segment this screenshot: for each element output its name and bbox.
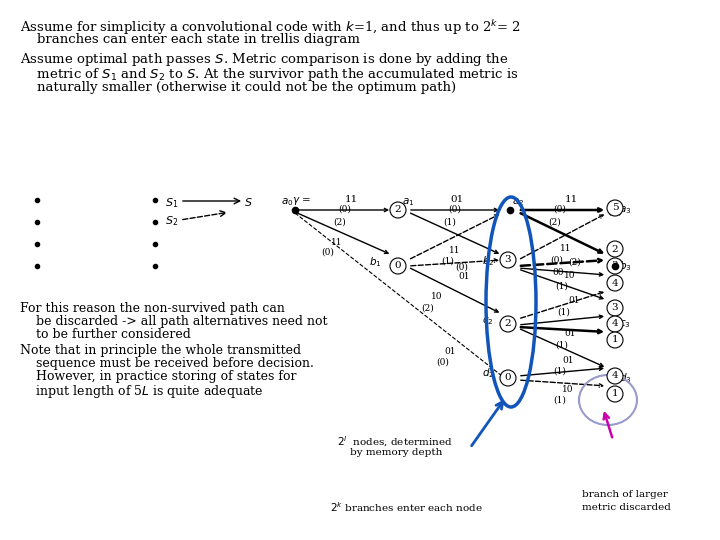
Text: 01: 01 bbox=[568, 296, 580, 305]
Text: (2): (2) bbox=[549, 218, 562, 227]
Text: 01: 01 bbox=[450, 195, 463, 204]
Circle shape bbox=[500, 252, 516, 268]
Text: 10: 10 bbox=[564, 271, 576, 280]
Text: $b_3$: $b_3$ bbox=[619, 259, 631, 273]
Text: $a_3$: $a_3$ bbox=[619, 204, 631, 216]
Text: $2^l$  nodes, determined: $2^l$ nodes, determined bbox=[337, 435, 453, 449]
Text: sequence must be received before decision.: sequence must be received before decisio… bbox=[20, 357, 314, 370]
Text: 10: 10 bbox=[562, 385, 574, 394]
Text: to be further considered: to be further considered bbox=[20, 328, 191, 341]
Text: $\gamma$ =: $\gamma$ = bbox=[292, 195, 311, 207]
Text: (0): (0) bbox=[338, 205, 351, 214]
Circle shape bbox=[607, 368, 623, 384]
Text: $S_2$: $S_2$ bbox=[165, 214, 179, 228]
Text: metric of $S_1$ and $S_2$ to $S$. At the survivor path the accumulated metric is: metric of $S_1$ and $S_2$ to $S$. At the… bbox=[20, 66, 518, 83]
Text: by memory depth: by memory depth bbox=[337, 448, 442, 457]
Text: However, in practice storing of states for: However, in practice storing of states f… bbox=[20, 370, 297, 383]
Circle shape bbox=[607, 300, 623, 316]
Text: $b_1$: $b_1$ bbox=[369, 255, 382, 269]
Text: For this reason the non-survived path can: For this reason the non-survived path ca… bbox=[20, 302, 285, 315]
Text: 00: 00 bbox=[552, 268, 564, 277]
Circle shape bbox=[390, 202, 406, 218]
Text: be discarded -> all path alternatives need not: be discarded -> all path alternatives ne… bbox=[20, 315, 328, 328]
Text: 2: 2 bbox=[505, 320, 511, 328]
Text: 01: 01 bbox=[444, 347, 456, 356]
Text: (0): (0) bbox=[449, 205, 462, 214]
Text: 1: 1 bbox=[612, 389, 618, 399]
Text: $S$: $S$ bbox=[244, 196, 253, 208]
Text: (0): (0) bbox=[322, 248, 334, 257]
Text: $a_1$: $a_1$ bbox=[402, 196, 414, 208]
Text: 2: 2 bbox=[395, 206, 401, 214]
Text: $a_0$: $a_0$ bbox=[281, 196, 293, 208]
Text: (0): (0) bbox=[436, 358, 449, 367]
Text: 1: 1 bbox=[612, 335, 618, 345]
Text: (2): (2) bbox=[422, 304, 434, 313]
Text: (1): (1) bbox=[441, 257, 454, 266]
Text: 11: 11 bbox=[449, 246, 461, 255]
Text: (1): (1) bbox=[554, 396, 567, 405]
Text: 11: 11 bbox=[565, 195, 578, 204]
Text: 0: 0 bbox=[505, 374, 511, 382]
Circle shape bbox=[607, 316, 623, 332]
Text: $S_1$: $S_1$ bbox=[165, 196, 179, 210]
Circle shape bbox=[607, 386, 623, 402]
Text: (1): (1) bbox=[444, 218, 456, 227]
Circle shape bbox=[607, 275, 623, 291]
Text: 3: 3 bbox=[505, 255, 511, 265]
Text: (2): (2) bbox=[333, 218, 346, 227]
Circle shape bbox=[390, 258, 406, 274]
Text: naturally smaller (otherwise it could not be the optimum path): naturally smaller (otherwise it could no… bbox=[20, 81, 456, 94]
Text: 2: 2 bbox=[612, 245, 618, 253]
Text: (0): (0) bbox=[551, 256, 564, 265]
Text: (0): (0) bbox=[554, 205, 567, 214]
Text: 01: 01 bbox=[458, 272, 469, 281]
Text: Assume optimal path passes $S$. Metric comparison is done by adding the: Assume optimal path passes $S$. Metric c… bbox=[20, 51, 508, 68]
Circle shape bbox=[500, 370, 516, 386]
Circle shape bbox=[500, 316, 516, 332]
Text: $b_2$: $b_2$ bbox=[482, 254, 494, 268]
Text: Assume for simplicity a convolutional code with $k$=1, and thus up to 2$^k$= 2: Assume for simplicity a convolutional co… bbox=[20, 18, 521, 37]
Text: 11: 11 bbox=[560, 244, 572, 253]
Text: $c_3$: $c_3$ bbox=[619, 318, 631, 330]
Text: 4: 4 bbox=[612, 279, 618, 287]
Text: branch of larger: branch of larger bbox=[582, 490, 668, 499]
Text: (1): (1) bbox=[556, 282, 568, 291]
Text: 3: 3 bbox=[612, 261, 618, 271]
Text: 3: 3 bbox=[612, 303, 618, 313]
Text: 11: 11 bbox=[331, 238, 343, 247]
Circle shape bbox=[607, 241, 623, 257]
Circle shape bbox=[607, 258, 623, 274]
Text: (1): (1) bbox=[554, 367, 567, 376]
Text: 4: 4 bbox=[612, 320, 618, 328]
Text: (2): (2) bbox=[569, 258, 581, 267]
Text: $a_2$: $a_2$ bbox=[512, 196, 524, 208]
Text: branches can enter each state in trellis diagram: branches can enter each state in trellis… bbox=[20, 33, 360, 46]
Text: 4: 4 bbox=[612, 372, 618, 381]
Text: 11: 11 bbox=[345, 195, 359, 204]
Text: input length of 5$L$ is quite adequate: input length of 5$L$ is quite adequate bbox=[20, 383, 264, 400]
Text: 0: 0 bbox=[395, 261, 401, 271]
Text: $d_3$: $d_3$ bbox=[619, 371, 631, 385]
Text: 01: 01 bbox=[564, 329, 576, 338]
Circle shape bbox=[607, 332, 623, 348]
Text: $c_2$: $c_2$ bbox=[482, 315, 494, 327]
Text: $d_2$: $d_2$ bbox=[482, 366, 494, 380]
Text: (0): (0) bbox=[456, 263, 469, 272]
Text: 10: 10 bbox=[431, 292, 443, 301]
Circle shape bbox=[607, 200, 623, 216]
Text: metric discarded: metric discarded bbox=[582, 503, 671, 512]
Text: Note that in principle the whole transmitted: Note that in principle the whole transmi… bbox=[20, 344, 301, 357]
Text: 5: 5 bbox=[612, 204, 618, 213]
Text: 01: 01 bbox=[562, 356, 574, 365]
Text: (1): (1) bbox=[557, 308, 570, 317]
Text: $2^k$ branches enter each node: $2^k$ branches enter each node bbox=[330, 500, 483, 514]
Text: (1): (1) bbox=[556, 341, 568, 350]
